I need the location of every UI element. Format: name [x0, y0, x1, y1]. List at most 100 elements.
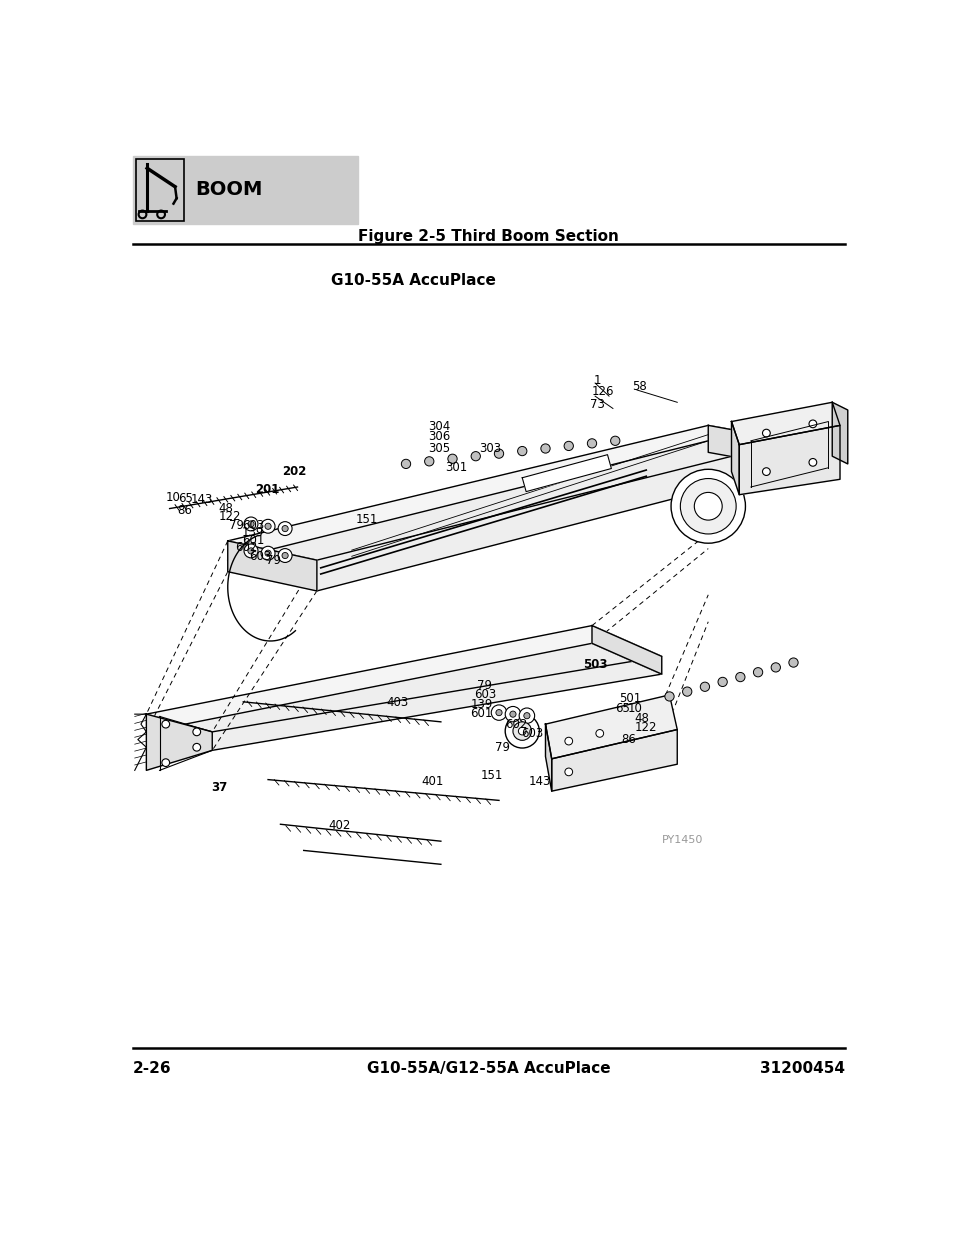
- Text: 126: 126: [591, 385, 613, 398]
- Circle shape: [505, 706, 520, 721]
- Circle shape: [494, 450, 503, 458]
- Circle shape: [401, 459, 410, 468]
- Circle shape: [248, 548, 253, 555]
- Circle shape: [564, 768, 572, 776]
- Text: 139: 139: [470, 698, 492, 710]
- Circle shape: [694, 493, 721, 520]
- Polygon shape: [146, 626, 661, 732]
- Text: 402: 402: [328, 819, 351, 832]
- Circle shape: [587, 438, 596, 448]
- Text: 48: 48: [218, 503, 233, 515]
- Polygon shape: [521, 454, 611, 492]
- Polygon shape: [739, 425, 840, 495]
- Circle shape: [265, 524, 271, 530]
- Circle shape: [193, 727, 200, 736]
- Circle shape: [278, 521, 292, 536]
- Polygon shape: [228, 425, 793, 561]
- Circle shape: [700, 682, 709, 692]
- Text: 1: 1: [593, 374, 600, 388]
- Text: 403: 403: [386, 697, 409, 709]
- Text: 65: 65: [615, 703, 630, 715]
- Text: 501: 501: [618, 693, 640, 705]
- Text: PY1450: PY1450: [661, 835, 702, 845]
- Text: 303: 303: [479, 442, 501, 454]
- Text: 602: 602: [235, 541, 257, 555]
- Text: 2-26: 2-26: [133, 1061, 172, 1076]
- Circle shape: [518, 708, 534, 724]
- Circle shape: [244, 517, 257, 531]
- Polygon shape: [228, 441, 793, 592]
- Polygon shape: [228, 541, 316, 592]
- Text: Figure 2-5 Third Boom Section: Figure 2-5 Third Boom Section: [358, 230, 618, 245]
- Text: 401: 401: [421, 774, 443, 788]
- Text: 503: 503: [582, 657, 606, 671]
- Polygon shape: [551, 730, 677, 792]
- Text: G10-55A AccuPlace: G10-55A AccuPlace: [331, 273, 496, 288]
- Text: 79: 79: [229, 519, 244, 532]
- Text: 201: 201: [254, 483, 279, 495]
- Circle shape: [681, 687, 691, 697]
- Text: 151: 151: [355, 513, 377, 526]
- Text: 602: 602: [505, 718, 527, 731]
- Circle shape: [517, 727, 525, 735]
- Text: 79: 79: [476, 679, 492, 692]
- Circle shape: [424, 457, 434, 466]
- Text: 603: 603: [241, 519, 264, 532]
- Text: 10: 10: [627, 703, 642, 715]
- Circle shape: [282, 552, 288, 558]
- Text: 601: 601: [241, 534, 264, 547]
- Circle shape: [244, 543, 257, 558]
- Circle shape: [162, 758, 170, 767]
- Polygon shape: [146, 643, 661, 751]
- Circle shape: [808, 458, 816, 466]
- Text: 603: 603: [474, 688, 496, 701]
- Text: G10-55A/G12-55A AccuPlace: G10-55A/G12-55A AccuPlace: [367, 1061, 610, 1076]
- Circle shape: [596, 730, 603, 737]
- Circle shape: [265, 550, 271, 556]
- Circle shape: [447, 454, 456, 463]
- Text: 86: 86: [177, 504, 193, 516]
- Text: 10: 10: [166, 492, 180, 504]
- Circle shape: [679, 478, 736, 534]
- Text: 122: 122: [634, 721, 657, 734]
- Polygon shape: [731, 421, 739, 495]
- Circle shape: [664, 692, 674, 701]
- Polygon shape: [545, 695, 677, 758]
- Circle shape: [564, 737, 572, 745]
- Circle shape: [770, 663, 780, 672]
- Text: 65: 65: [178, 492, 193, 505]
- Text: 79: 79: [266, 555, 281, 567]
- Circle shape: [491, 705, 506, 720]
- Text: 306: 306: [427, 431, 450, 443]
- Circle shape: [753, 668, 761, 677]
- Text: 601: 601: [470, 706, 492, 720]
- Text: 301: 301: [444, 461, 467, 474]
- Circle shape: [282, 526, 288, 531]
- Polygon shape: [831, 403, 847, 464]
- Circle shape: [523, 713, 530, 719]
- Circle shape: [496, 710, 501, 716]
- Circle shape: [808, 420, 816, 427]
- Polygon shape: [592, 626, 661, 674]
- Text: 143: 143: [528, 774, 550, 788]
- Text: 305: 305: [427, 442, 450, 454]
- Circle shape: [471, 452, 480, 461]
- Circle shape: [248, 521, 253, 527]
- Circle shape: [162, 720, 170, 727]
- Text: 86: 86: [620, 734, 636, 746]
- Text: 139: 139: [241, 526, 264, 538]
- Text: 202: 202: [282, 466, 306, 478]
- Text: 48: 48: [634, 711, 649, 725]
- Circle shape: [735, 673, 744, 682]
- Polygon shape: [731, 403, 840, 445]
- Bar: [136, 159, 184, 221]
- Circle shape: [718, 677, 726, 687]
- Text: 79: 79: [495, 741, 510, 753]
- Circle shape: [505, 714, 538, 748]
- Circle shape: [193, 743, 200, 751]
- Circle shape: [563, 441, 573, 451]
- Text: 143: 143: [191, 493, 213, 506]
- Text: 31200454: 31200454: [759, 1061, 843, 1076]
- Circle shape: [610, 436, 619, 446]
- Circle shape: [513, 721, 531, 740]
